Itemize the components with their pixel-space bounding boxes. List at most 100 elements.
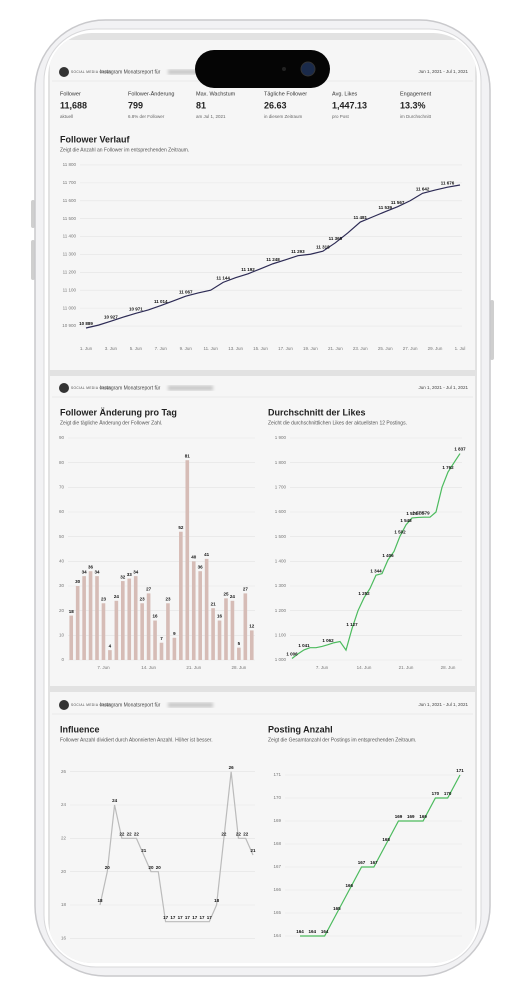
y-tick-label: 11 600	[63, 198, 77, 203]
bar	[127, 578, 132, 660]
data-label: 21	[141, 848, 147, 853]
kpi-label: Follower	[60, 91, 81, 97]
x-tick-label: 1. Jul	[455, 346, 466, 351]
data-label: 23	[101, 596, 107, 601]
kpi-value: 799	[128, 100, 143, 110]
chart-subtitle: Zeigt die tägliche Änderung der Follower…	[60, 419, 162, 426]
data-label: 20	[105, 865, 111, 870]
kpi-value: 81	[196, 100, 206, 110]
data-label: 11 567	[391, 200, 405, 205]
data-label: 1 576	[406, 511, 418, 516]
data-label: 169	[419, 814, 427, 819]
y-tick-label: 1 700	[275, 485, 287, 490]
data-label: 26	[229, 765, 235, 770]
y-tick-label: 11 700	[63, 180, 77, 185]
data-label: 34	[82, 569, 88, 574]
bar	[140, 603, 144, 660]
x-tick-label: 21. Jun	[186, 665, 201, 670]
logo-text: SOCIAL MEDIA GAINS	[71, 386, 111, 390]
bar	[69, 615, 74, 660]
line-series	[99, 771, 254, 923]
data-label: 11 144	[216, 276, 230, 281]
data-label: 170	[444, 791, 452, 796]
data-label: 24	[114, 594, 120, 599]
chart-title: Influence	[60, 724, 100, 734]
kpi-note: 6.8% der Follower	[128, 114, 165, 119]
data-label: 24	[230, 594, 236, 599]
report-page	[50, 692, 475, 963]
data-label: 22	[134, 832, 140, 837]
y-tick-label: 18	[61, 902, 67, 907]
y-tick-label: 167	[273, 864, 281, 869]
y-tick-label: 16	[61, 936, 67, 941]
data-label: 52	[178, 525, 184, 530]
bar	[114, 600, 119, 660]
y-tick-label: 11 800	[63, 162, 77, 167]
data-label: 18	[97, 898, 103, 903]
data-label: 11 642	[416, 186, 430, 191]
data-label: 23	[140, 596, 146, 601]
y-tick-label: 10	[59, 633, 65, 638]
chart-subtitle: Zeigt die Gesamtanzahl der Postings im e…	[268, 737, 416, 743]
x-tick-label: 21. Jun	[399, 665, 414, 670]
data-label: 5	[238, 641, 241, 646]
x-tick-label: 11. Jun	[203, 346, 218, 351]
x-tick-label: 13. Jun	[228, 346, 243, 351]
logo	[59, 383, 69, 393]
y-tick-label: 171	[273, 772, 281, 777]
bar	[153, 620, 157, 660]
data-label: 1 837	[454, 447, 466, 452]
data-label: 10 927	[104, 314, 118, 319]
chart-title: Posting Anzahl	[268, 724, 333, 734]
kpi-label: Engagement	[400, 91, 432, 97]
x-tick-label: 28. Jun	[441, 665, 456, 670]
blurred-handle	[168, 702, 213, 708]
data-label: 17	[199, 915, 205, 920]
data-label: 25	[223, 592, 229, 597]
data-label: 11 676	[441, 180, 455, 185]
data-label: 4	[109, 643, 112, 648]
data-label: 164	[321, 929, 329, 934]
bar	[243, 593, 248, 660]
data-label: 20	[148, 865, 154, 870]
y-tick-label: 1 900	[275, 435, 287, 440]
data-label: 9	[173, 631, 176, 636]
y-tick-label: 0	[61, 657, 64, 662]
y-tick-label: 26	[61, 769, 67, 774]
data-label: 17	[192, 915, 198, 920]
sensor	[282, 67, 286, 71]
data-label: 167	[370, 860, 378, 865]
side-button	[490, 300, 494, 360]
data-label: 21	[250, 848, 256, 853]
bar	[88, 571, 93, 660]
kpi-value: 11,688	[60, 100, 87, 110]
data-label: 41	[204, 552, 210, 557]
data-label: 40	[191, 555, 197, 560]
bar	[179, 531, 183, 660]
bar	[172, 637, 177, 660]
x-tick-label: 27. Jun	[403, 346, 418, 351]
data-label: 11 318	[316, 244, 330, 249]
data-label: 1 578	[412, 511, 424, 516]
report-period: Jun 1, 2021 - Jul 1, 2021	[418, 385, 468, 390]
data-label: 166	[345, 883, 353, 888]
bar	[133, 576, 138, 660]
kpi-value: 26.63	[264, 100, 287, 110]
data-label: 34	[95, 569, 101, 574]
line-series	[85, 184, 461, 329]
data-label: 17	[207, 915, 213, 920]
report-title: Instagram Monatsreport für	[100, 702, 161, 708]
data-label: 11 067	[179, 289, 193, 294]
x-tick-label: 21. Jun	[328, 346, 343, 351]
data-label: 11 539	[378, 205, 392, 210]
logo-text: SOCIAL MEDIA GAINS	[71, 703, 111, 707]
report-title: Instagram Monatsreport für	[100, 69, 161, 75]
y-tick-label: 11 200	[63, 270, 77, 275]
data-label: 36	[88, 564, 94, 569]
side-button	[31, 240, 35, 280]
y-tick-label: 11 100	[63, 287, 77, 292]
bar	[95, 576, 99, 660]
data-label: 1 344	[370, 568, 382, 573]
chart-title: Follower Verlauf	[60, 134, 131, 144]
